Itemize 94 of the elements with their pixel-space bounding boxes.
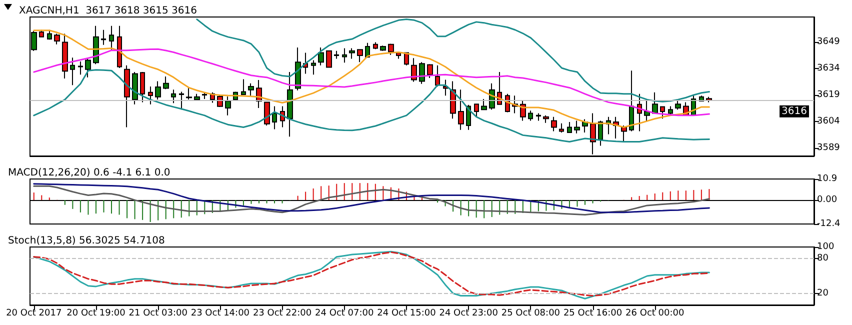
x-tick-label: 20 Oct 2017 [6, 308, 62, 318]
candlestick [241, 78, 246, 96]
candlestick [47, 29, 52, 40]
candlestick [411, 58, 417, 82]
candlestick [287, 72, 293, 138]
candlestick [536, 112, 541, 122]
x-tick-label: 25 Oct 16:00 [563, 308, 622, 318]
candlestick [435, 64, 440, 86]
x-tick-label: 23 Oct 22:00 [252, 308, 312, 318]
candlestick [559, 122, 564, 134]
candlestick [458, 89, 464, 130]
candlestick [567, 121, 572, 134]
candlestick [349, 48, 355, 60]
candlestick [660, 106, 665, 120]
candlestick [132, 72, 138, 105]
candlestick [582, 118, 588, 134]
candlestick [668, 106, 673, 116]
candlestick [474, 103, 479, 118]
candlestick [334, 50, 339, 60]
y-tick-label: -12.4 [817, 219, 841, 229]
x-tick-label: 21 Oct 03:00 [128, 308, 188, 318]
candlestick [155, 80, 161, 100]
line-series [33, 69, 710, 142]
candlestick [373, 42, 378, 50]
candlestick [551, 116, 557, 132]
chart-title: MACD(12,26,20) 0.6 -4.1 6.1 0.0 [8, 168, 170, 178]
candlestick [675, 98, 681, 110]
candlestick [186, 88, 192, 100]
candlestick [357, 48, 363, 63]
candlestick [194, 93, 200, 102]
candlestick [39, 29, 44, 38]
candlestick [163, 76, 169, 90]
candlestick [109, 25, 114, 50]
candlestick [78, 60, 83, 76]
candlestick [365, 42, 370, 58]
y-tick-label: 3589 [817, 143, 840, 154]
candlestick [179, 91, 184, 110]
x-tick-label: 20 Oct 19:00 [66, 308, 126, 318]
candlestick [629, 70, 634, 132]
y-tick-label: 100 [817, 242, 834, 252]
candlestick [124, 64, 130, 128]
y-tick-label: 3619 [817, 90, 840, 100]
x-tick-label: 24 Oct 07:00 [315, 308, 374, 318]
candlestick [621, 124, 627, 142]
x-tick-label: 24 Oct 23:00 [439, 308, 498, 318]
x-tick-label: 26 Oct 00:00 [626, 308, 684, 318]
candlestick [427, 64, 433, 79]
candlestick [140, 72, 145, 103]
y-tick-label: 10.9 [817, 174, 838, 184]
candlestick [85, 58, 91, 78]
line-series [33, 30, 710, 128]
candlestick [574, 120, 580, 134]
candlestick [388, 43, 394, 56]
candlestick [419, 62, 425, 84]
y-tick-label: 20 [817, 288, 829, 298]
candlestick [644, 100, 650, 122]
candlestick [318, 47, 324, 66]
candlestick [248, 82, 254, 96]
candlestick [117, 25, 122, 68]
x-tick-label: 25 Oct 08:00 [501, 308, 560, 318]
candlestick [342, 48, 347, 64]
candlestick [326, 50, 332, 68]
chart-title: Stoch(13,5,8) 56.3025 54.7108 [8, 236, 165, 246]
y-tick-label: 3649 [817, 37, 840, 48]
candlestick [380, 45, 386, 52]
y-tick-label: 80 [817, 254, 829, 264]
ref-line-label: 3616 [782, 106, 807, 117]
x-tick-label: 23 Oct 14:00 [190, 308, 250, 318]
candlestick [217, 95, 223, 108]
candlestick [171, 89, 176, 104]
candlestick [598, 120, 603, 146]
y-tick-label: 3634 [817, 64, 840, 74]
candlestick [543, 114, 549, 124]
candlestick [528, 110, 533, 122]
candlestick [202, 92, 207, 100]
candlestick [70, 57, 75, 86]
line-series [196, 18, 710, 102]
candlestick [272, 106, 277, 130]
line-series [33, 48, 710, 116]
chart-title: XAGCNH,H1 3617 3618 3615 3616 [19, 6, 197, 16]
candlestick [225, 96, 231, 116]
y-tick-label: 3604 [817, 116, 840, 127]
candlestick [443, 79, 448, 96]
candlestick [62, 33, 68, 80]
x-tick-label: 24 Oct 15:00 [377, 308, 436, 318]
y-tick-label: 0.00 [817, 195, 838, 206]
candlestick [148, 86, 153, 105]
candlestick [311, 60, 316, 76]
candlestick [264, 102, 270, 126]
candlestick [54, 33, 60, 45]
candlestick [396, 52, 401, 60]
candlestick [481, 98, 487, 111]
candlestick [652, 92, 658, 114]
candlestick [101, 29, 106, 46]
